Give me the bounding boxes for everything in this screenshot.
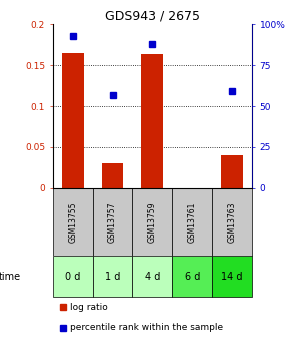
Bar (53, 256, 93, 297)
Text: GSM13761: GSM13761 (188, 201, 197, 243)
Bar (142, 55, 163, 188)
Text: time: time (0, 272, 21, 282)
Bar (62, 53, 84, 188)
Bar (93, 188, 132, 256)
Text: GSM13755: GSM13755 (68, 201, 77, 243)
Text: percentile rank within the sample: percentile rank within the sample (70, 323, 223, 332)
Bar (212, 256, 252, 297)
Bar (102, 164, 123, 188)
Bar (172, 256, 212, 297)
Bar (132, 188, 172, 256)
Text: 14 d: 14 d (221, 272, 243, 282)
Bar (172, 188, 212, 256)
Text: 4 d: 4 d (145, 272, 160, 282)
Text: log ratio: log ratio (70, 303, 108, 312)
Text: GSM13759: GSM13759 (148, 201, 157, 243)
Text: GSM13763: GSM13763 (228, 201, 236, 243)
Bar (221, 155, 243, 188)
Title: GDS943 / 2675: GDS943 / 2675 (105, 10, 200, 23)
Bar (53, 188, 93, 256)
Text: GSM13757: GSM13757 (108, 201, 117, 243)
Text: 1 d: 1 d (105, 272, 120, 282)
Bar (212, 188, 252, 256)
Bar (93, 256, 132, 297)
Text: 6 d: 6 d (185, 272, 200, 282)
Text: 0 d: 0 d (65, 272, 80, 282)
Bar (132, 256, 172, 297)
